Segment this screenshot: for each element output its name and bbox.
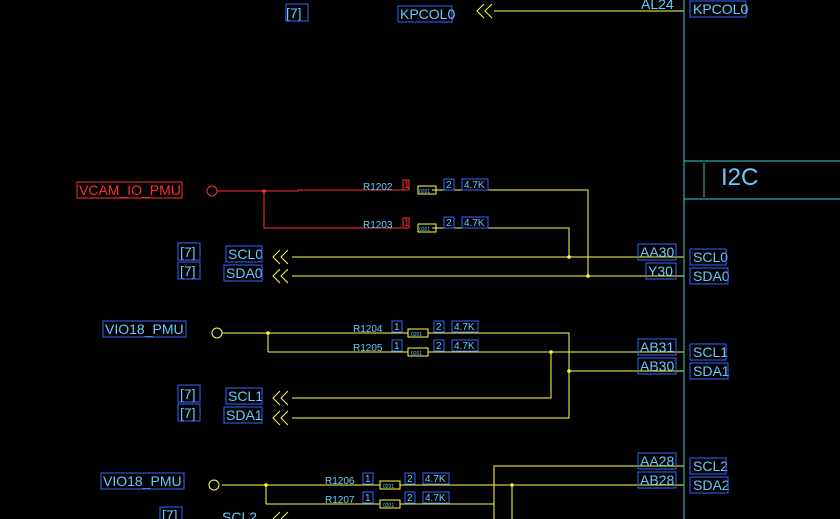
label-box — [397, 5, 453, 23]
resistor-package: 0201 — [419, 227, 430, 233]
resistor-bodies — [379, 179, 437, 509]
pin-number[interactable]: AL24 — [641, 0, 674, 12]
pin-number[interactable]: Y30 — [648, 263, 673, 279]
resistor-refdes[interactable]: R1204 — [353, 324, 383, 335]
resistor-refdes[interactable]: R1202 — [363, 182, 393, 193]
sheet-ref[interactable]: [7] — [180, 263, 196, 279]
power-net-label[interactable]: VIO18_PMU — [103, 473, 182, 489]
wires — [222, 10, 684, 519]
resistor-pin1: 1 — [394, 341, 400, 352]
resistor-value[interactable]: 4.7K — [454, 322, 475, 333]
junction-dot-red — [262, 189, 266, 193]
resistor-pin1: 1 — [365, 493, 371, 504]
pin-number[interactable]: AB28 — [640, 472, 674, 488]
chevron-left-icon — [272, 268, 281, 284]
offpage-connectors — [272, 3, 493, 519]
sheet-ref[interactable]: [7] — [180, 405, 196, 421]
net-label-right[interactable]: SCL0 — [693, 249, 728, 265]
resistor-value[interactable]: 4.7K — [464, 180, 485, 191]
resistor-refdes[interactable]: R1207 — [325, 495, 355, 506]
label-box — [689, 0, 747, 18]
resistor-value[interactable]: 4.7K — [425, 474, 446, 485]
resistor-value[interactable]: 4.7K — [425, 493, 446, 504]
pin-number[interactable]: AA30 — [640, 244, 674, 260]
resistor-pin2: 2 — [446, 180, 452, 191]
net-label-left[interactable]: SCL0 — [228, 246, 263, 262]
sheet-ref[interactable]: [7] — [180, 386, 196, 402]
net-label-left[interactable]: KPCOL0 — [400, 6, 455, 22]
resistor-package: 0201 — [383, 484, 394, 490]
pin-number[interactable]: AB31 — [640, 339, 674, 355]
resistor-value[interactable]: 4.7K — [464, 218, 485, 229]
net-label-right[interactable]: KPCOL0 — [693, 1, 748, 17]
label-box — [76, 181, 183, 199]
resistor-package: 0201 — [419, 189, 430, 195]
net-label-left[interactable]: SDA1 — [226, 407, 263, 423]
net-label-left[interactable]: SCL2 — [222, 509, 257, 519]
resistor-icon — [407, 347, 429, 357]
resistor-package: 0201 — [383, 503, 394, 509]
resistor-icon — [417, 185, 437, 195]
junction-dots — [264, 255, 590, 487]
block-title: I2C — [721, 164, 758, 191]
power-pin-icon[interactable] — [206, 185, 218, 197]
power-pin-icon[interactable] — [208, 479, 220, 491]
resistor-icon — [379, 480, 401, 490]
net-label-right[interactable]: SCL2 — [693, 458, 728, 474]
ic-block-outline — [683, 0, 840, 519]
resistor-pin1: 1 — [365, 474, 371, 485]
power-pin-icon[interactable] — [211, 327, 223, 339]
pin-number[interactable]: AB30 — [640, 358, 674, 374]
resistor-pin1: 1 — [404, 180, 410, 191]
chevron-left-icon — [272, 390, 281, 406]
resistor-icon — [407, 328, 429, 338]
power-net-label[interactable]: VCAM_IO_PMU — [79, 182, 181, 198]
net-label-right[interactable]: SDA0 — [693, 268, 730, 284]
resistor-package: 0201 — [411, 332, 422, 338]
resistor-pin2: 2 — [436, 341, 442, 352]
chevron-left-icon — [272, 410, 281, 426]
net-label-left[interactable]: SCL1 — [228, 388, 263, 404]
resistor-icon — [417, 223, 437, 233]
resistor-refdes[interactable]: R1206 — [325, 476, 355, 487]
resistor-pin2: 2 — [436, 322, 442, 333]
net-label-left[interactable]: SDA0 — [226, 265, 263, 281]
sheet-ref[interactable]: [7] — [162, 507, 178, 519]
sheet-ref[interactable]: [7] — [286, 5, 302, 21]
resistor-value[interactable]: 4.7K — [454, 341, 475, 352]
pin-number[interactable]: AA28 — [640, 453, 674, 469]
resistor-icon — [379, 499, 401, 509]
label-boxes — [100, 3, 729, 519]
net-label-right[interactable]: SDA1 — [693, 363, 730, 379]
resistor-pin2: 2 — [446, 218, 452, 229]
sheet-ref[interactable]: [7] — [180, 244, 196, 260]
resistor-refdes[interactable]: R1203 — [363, 220, 393, 231]
chevron-left-icon — [272, 249, 281, 265]
resistor-refdes[interactable]: R1205 — [353, 343, 383, 354]
power-net-label[interactable]: VIO18_PMU — [105, 321, 184, 337]
resistor-pin2: 2 — [407, 493, 413, 504]
resistor-icon — [402, 217, 410, 229]
resistor-pin1: 1 — [394, 322, 400, 333]
resistor-package: 0201 — [411, 351, 422, 357]
resistor-label-boxes — [362, 178, 489, 504]
net-label-right[interactable]: SCL1 — [693, 344, 728, 360]
resistor-pin2: 2 — [407, 474, 413, 485]
resistor-icon — [402, 179, 410, 191]
net-label-right[interactable]: SDA2 — [693, 477, 730, 493]
wires-red — [217, 189, 402, 229]
chevron-left-icon — [476, 3, 485, 19]
resistor-pin1: 1 — [404, 218, 410, 229]
chevron-left-icon — [272, 511, 281, 519]
